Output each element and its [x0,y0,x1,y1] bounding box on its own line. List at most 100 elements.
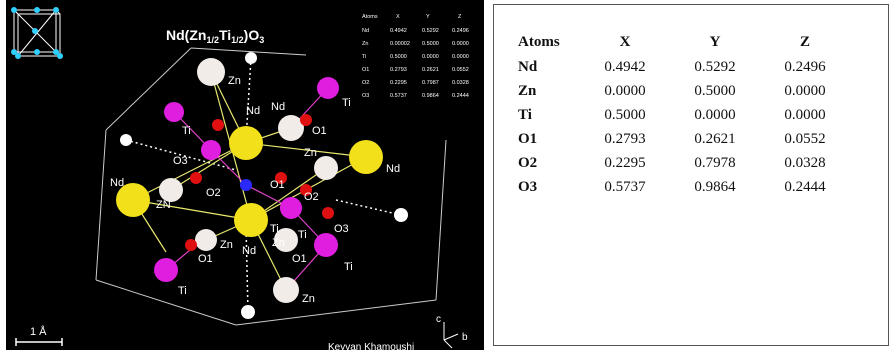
atoms [116,52,408,319]
coord-z: 0.0328 [784,154,826,171]
atom-label: Zn [304,147,317,159]
atom-label: Zn [272,237,285,249]
table-row: Zn 0.0000 0.5000 0.0000 [518,79,850,103]
zn-atom [314,156,338,180]
nd-atom [234,203,268,237]
mini-coordinate-table: Atoms X Y Z Nd 0.4942 0.5292 0.2496 Zn 0… [362,14,469,99]
table-header-row: Atoms X Y Z [518,29,850,55]
mini-cell: 0.5292 [422,28,439,34]
o-atom [300,184,312,196]
scale-bar: 1 Å [15,325,63,346]
mini-cell: 0.2295 [390,80,407,86]
mini-cell: 0.5000 [422,41,439,47]
atom-label: Nd [386,163,400,175]
atom-labels: Zn Nd Ti Ti O1 Nd O3 Zn Nd O1 ZN O2 O2 T… [110,75,400,305]
mini-cell: 0.9864 [422,93,439,99]
o-atom [212,119,224,131]
nd-atom [229,126,263,160]
coordinates-table-panel: Atoms X Y Z Nd 0.4942 0.5292 0.2496 Zn 0… [493,4,889,346]
coord-x: 0.4942 [604,58,646,75]
atom-label: O2 [206,187,221,199]
o-atom [300,114,312,126]
unit-cell-icon [11,7,63,59]
coord-z: 0.0552 [784,130,826,147]
zn-atom [120,134,132,146]
mini-header: Atoms [362,14,378,20]
atom-label: Zn [220,239,233,251]
atom-label: O3 [334,223,349,235]
o-atom [322,207,334,219]
atom-label: O1 [198,253,213,265]
coord-x: 0.5000 [604,106,646,123]
coord-z: 0.2496 [784,58,826,75]
coord-y: 0.9864 [694,178,736,195]
nd-atom [349,140,383,174]
atom-label: Nd [242,245,256,257]
mini-cell: 0.0000 [452,41,469,47]
o-atom [275,172,287,184]
coord-y: 0.2621 [694,130,736,147]
axis-c-label: c [436,314,441,325]
mini-cell: 0.2496 [452,28,469,34]
mini-cell: Zn [362,41,368,47]
mini-cell: O2 [362,80,369,86]
zn-atom [245,52,257,64]
zn-atom [278,115,304,141]
mini-cell: 0.5000 [390,54,407,60]
atomic-coordinates-table: Atoms X Y Z Nd 0.4942 0.5292 0.2496 Zn 0… [518,29,850,199]
cell-outline [95,47,447,326]
atom-label: O2 [304,191,319,203]
axis-triad [443,322,459,349]
ti-atom [314,233,338,257]
atom-label: Ti [298,229,307,241]
mini-cell: 0.4942 [390,28,407,34]
zn-atom [197,58,225,86]
ti-atom [201,140,221,160]
coord-x: 0.0000 [604,82,646,99]
zn-atom [394,208,408,222]
atom-name: Ti [518,106,532,123]
atom-label: Ti [270,223,279,235]
mini-cell: 0.7987 [422,80,439,86]
header-y: Y [709,33,721,50]
mini-cell: 0.0552 [452,67,469,73]
zn-atom [159,178,183,202]
zn-atom [241,305,255,319]
coord-x: 0.5737 [604,178,646,195]
zn-atom [274,228,298,252]
mini-header: Z [458,14,462,20]
atom-label: Nd [246,105,260,117]
atom-label: Ti [182,125,191,137]
atom-label: Ti [342,97,351,109]
mini-cell: Nd [362,28,369,34]
zn-atom [273,277,299,303]
mini-cell: 0.2793 [390,67,407,73]
table-row: Nd 0.4942 0.5292 0.2496 [518,55,850,79]
table-row: O1 0.2793 0.2621 0.0552 [518,127,850,151]
coord-x: 0.2793 [604,130,646,147]
atom-label: Ti [344,261,353,273]
o-atom [190,172,202,184]
atom-name: O3 [518,178,538,195]
ti-atom [164,102,184,122]
atom-label: O1 [312,125,327,137]
atom-name: O1 [518,130,538,147]
center-atom [240,179,252,191]
coord-x: 0.2295 [604,154,646,171]
mini-cell: O3 [362,93,369,99]
atom-label: Ti [178,285,187,297]
nd-atom [116,183,150,217]
atom-label: Nd [110,177,124,189]
coord-z: 0.0000 [784,106,826,123]
mini-cell: 0.0000 [422,54,439,60]
o-atom [185,239,197,251]
table-row: O2 0.2295 0.7978 0.0328 [518,151,850,175]
header-z: Z [799,33,810,50]
atom-name: O2 [518,154,538,171]
dotted-bonds [125,57,402,313]
ti-atom [154,258,178,282]
mini-cell: 0.0000 [452,54,469,60]
zn-atom [195,229,217,251]
atom-label: O1 [292,253,307,265]
atom-label: Nd [271,101,285,113]
